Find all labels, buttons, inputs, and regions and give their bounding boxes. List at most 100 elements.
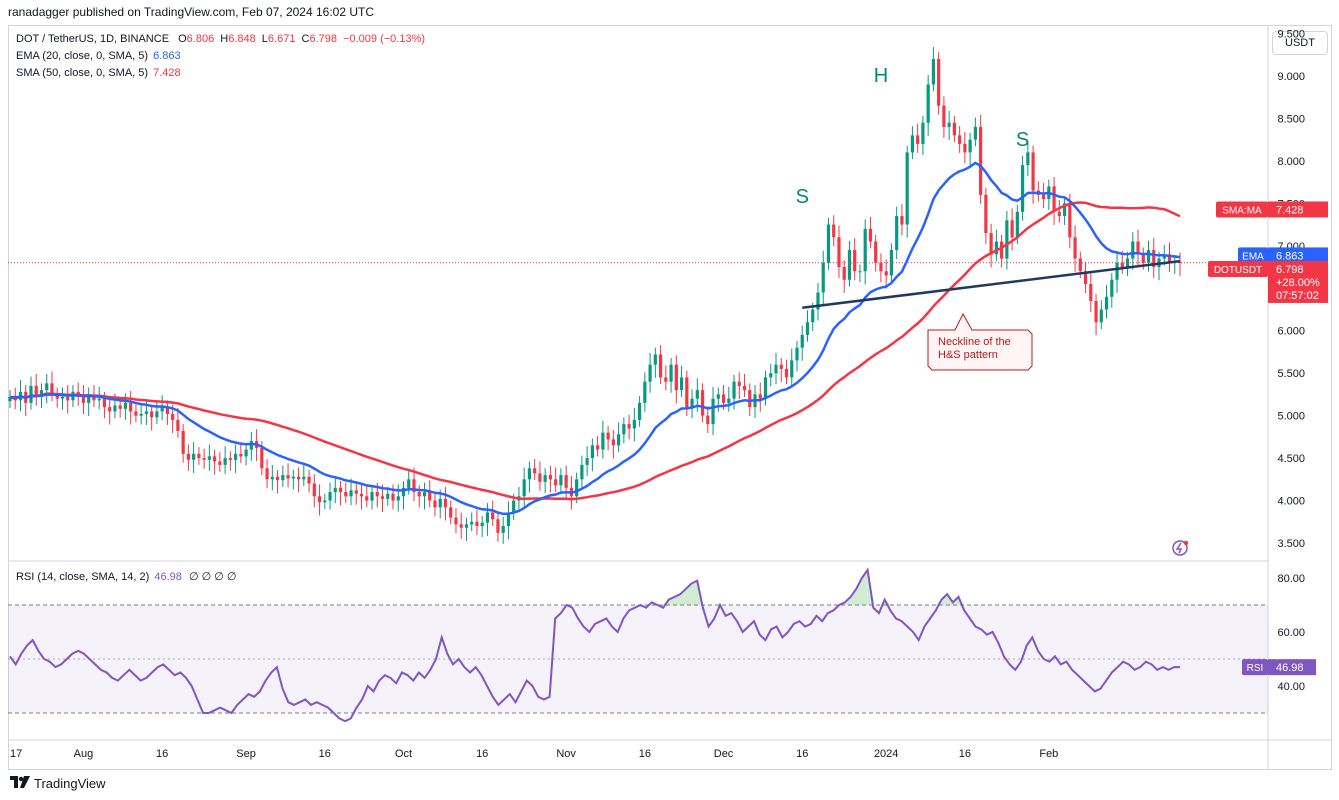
candle-body [1152,250,1156,268]
candle-body [501,526,505,533]
price-tick-label: 9.000 [1277,71,1305,83]
candle-body [632,419,636,429]
ema-badge-tag [1238,247,1268,264]
candle-body [921,122,925,144]
legend-ema-value: 6.863 [153,50,181,62]
rsi-badge-tag-text: RSI [1247,663,1264,674]
time-tick-label: 16 [319,748,331,760]
candle-body [737,381,741,386]
rsi-tick-label: 60.00 [1277,627,1305,639]
candle-body [307,476,311,484]
candle-body [784,368,789,378]
candle-body [1052,186,1056,212]
candle-body [45,383,49,391]
candle-body [66,396,70,401]
candle-body [417,492,421,497]
legend-rsi-label: RSI (14, close, SMA, 14, 2) [16,571,150,583]
time-tick-label: Dec [714,748,734,760]
candle-body [302,476,306,480]
candle-body [658,354,663,378]
candle-body [270,476,274,480]
candle-body [716,394,720,399]
label-head: H [874,65,888,87]
price-badge-time: 07:57:02 [1276,290,1319,302]
publisher-bar: ranadagger published on TradingView.com,… [0,0,1339,25]
legend-rsi-line[interactable]: RSI (14, close, SMA, 14, 2) 46.98 ∅ ∅ ∅ … [16,570,236,583]
rsi-tick-label: 40.00 [1277,681,1305,693]
candle-body [118,405,122,409]
candle-body [622,424,626,435]
candle-body [821,262,825,293]
candle-body [1110,279,1114,297]
sma-badge-value-text: 7.428 [1276,204,1304,216]
candle-body [1031,152,1035,191]
candle-body [937,58,941,106]
time-tick-label: Nov [556,748,576,760]
legend-ema-line[interactable]: EMA (20, close, 0, SMA, 5) 6.863 [16,50,181,62]
candle-body [296,476,301,480]
candle-body [947,122,951,127]
legend-symbol-line: DOT / TetherUS, 1D, BINANCE O6.806 H6.84… [16,33,425,45]
time-tick-label: 2024 [874,748,898,760]
candle-body [763,377,768,399]
flash-dot [1183,540,1189,546]
price-tick-label: 4.000 [1277,496,1305,508]
rsi-badge-tag [1242,659,1268,676]
legend-open: 6.806 [186,33,215,45]
candle-body [60,396,65,399]
candle-body [1026,152,1030,166]
candle-body [370,492,374,501]
candle-body [359,493,364,497]
candle-body [386,493,390,499]
flash-bolt [1175,542,1183,554]
candle-body [428,492,432,501]
candle-body [1041,194,1046,200]
candle-body [401,487,406,497]
candle-body [1099,309,1103,323]
sma-badge-tag-text: SMA:MA [1222,205,1262,216]
candle-body [108,407,112,412]
candle-body [648,364,652,382]
legend-open-label: O [178,33,187,45]
candle-body [328,492,332,501]
tradingview-logo[interactable]: TradingView [10,776,106,791]
price-badge-pct: +28.00% [1276,277,1320,289]
sma-badge-value [1268,201,1328,218]
candle-body [192,453,196,460]
candle-body [197,453,201,459]
candle-body [543,475,547,482]
candle-body [847,250,852,280]
legend-high-label: H [220,33,229,45]
candle-body [700,390,705,416]
candle-body [596,445,600,450]
candle-body [150,411,154,418]
candle-body [139,413,143,416]
candle-body [769,373,773,378]
candle-body [422,492,427,497]
candle-body [742,385,747,391]
time-tick-label: 16 [156,748,168,760]
ema-badge-tag-text: EMA [1242,251,1264,262]
candle-body [1000,241,1004,259]
candle-body [464,524,469,528]
candle-body [779,364,783,369]
candle-body [55,394,59,399]
ema-20-line [9,161,1181,516]
legend-sma-line[interactable]: SMA (50, close, 0, SMA, 5) 7.428 [16,67,181,79]
neckline [802,259,1181,310]
candle-body [1021,165,1025,212]
candle-body [286,475,290,479]
rsi-overbought-fill [663,599,669,605]
candle-body [711,398,715,425]
candle-body [837,237,841,268]
currency-button[interactable]: USDT [1272,31,1328,55]
legend-symbol[interactable]: DOT / TetherUS, 1D, BINANCE [16,33,170,45]
candle-body [323,500,327,503]
price-badge-price: 6.798 [1276,264,1304,276]
candle-body [317,496,322,503]
candle-body [564,475,568,488]
candle-body [375,492,379,497]
candle-body [512,500,516,514]
candle-body [910,135,915,153]
